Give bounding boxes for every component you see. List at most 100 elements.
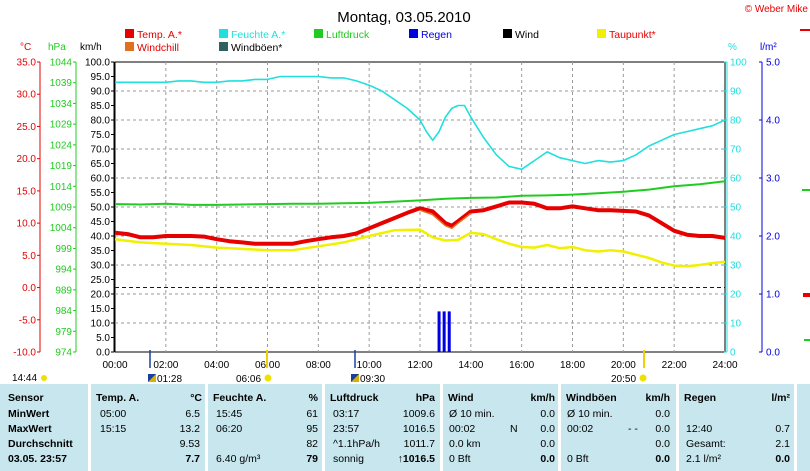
humidity-axis-tick: 30 (730, 261, 742, 272)
col-header-temp-unit: °C (190, 392, 202, 404)
rain-bar (437, 311, 441, 352)
sunrise-time: 06:06 (236, 374, 261, 384)
row-label: 03.05. 23:57 (8, 453, 67, 465)
axis-unit-wind: km/h (80, 42, 102, 53)
cell-gust-time: 00:02 (567, 423, 594, 435)
temp-axis-tick: 20.0 (17, 154, 37, 165)
weather-chart: Montag, 03.05.2010 © Weber Mike Temp. A.… (12, 4, 810, 384)
cell-wind-time: 0 Bft (449, 453, 471, 465)
col-separator (322, 384, 325, 471)
col-separator (205, 384, 208, 471)
rain-bar (442, 311, 446, 352)
legend-label: Regen (421, 29, 452, 41)
copyright-label: © Weber Mike (745, 4, 809, 15)
time-tick: 10:00 (357, 360, 382, 371)
cell-press-time: ^1.1hPa/h (333, 438, 380, 450)
temp-axis-tick: 30.0 (17, 90, 37, 101)
wind-axis-tick: 45.0 (91, 217, 111, 228)
col-separator (558, 384, 561, 471)
pressure-axis-tick: 1014 (50, 182, 73, 193)
temp-axis-tick: 15.0 (17, 186, 37, 197)
cell-wind-time: 00:02 (449, 423, 476, 435)
wind-axis-tick: 15.0 (91, 304, 111, 315)
cell-gust-time: Ø 10 min. (567, 408, 613, 420)
col-separator (676, 384, 679, 471)
sun-icon (41, 375, 47, 381)
humidity-axis-tick: 10 (730, 319, 742, 330)
cell-rain-value: 2.1 (775, 438, 790, 450)
cell-rain-time: 12:40 (686, 423, 713, 435)
wind-axis-tick: 70.0 (91, 145, 111, 156)
wind-axis-tick: 90.0 (91, 87, 111, 98)
time-tick: 24:00 (712, 360, 737, 371)
time-tick: 22:00 (662, 360, 687, 371)
plot-axes: 35.0 30.0 25.0 20.0 15.0 10.0 5.0 0.0 -5.0 -10.0 1… (13, 58, 780, 372)
time-tick: 08:00 (306, 360, 331, 371)
rain-axis-tick: 1.0 (766, 290, 780, 301)
rain-axis-tick: 3.0 (766, 174, 780, 185)
legend-label: Feuchte A.* (231, 29, 285, 41)
row-label: MaxWert (8, 423, 52, 435)
row-label: MinWert (8, 408, 50, 420)
pressure-axis-tick: 979 (55, 327, 72, 338)
rain-axis-tick: 5.0 (766, 58, 780, 69)
legend-label: Windchill (137, 42, 179, 54)
col-header-gust: Windböen (566, 392, 617, 404)
cell-temp-time: 15:15 (100, 423, 127, 435)
wind-axis-tick: 35.0 (91, 246, 111, 257)
row-label: Durchschnitt (8, 438, 73, 450)
cell-temp-value: 6.5 (185, 408, 200, 420)
cell-hum-value: 82 (306, 438, 318, 450)
cell-rain-time: Gesamt: (686, 438, 726, 450)
pressure-axis-tick: 1029 (50, 120, 73, 131)
rain-axis-tick: 0.0 (766, 348, 780, 359)
moonrise-time: 09:30 (360, 374, 385, 384)
cell-press-time: 03:17 (333, 408, 360, 420)
time-tick: 02:00 (153, 360, 178, 371)
legend-swatch (314, 29, 323, 38)
rain-axis-tick: 2.0 (766, 232, 780, 243)
legend-label: Luftdruck (326, 29, 370, 41)
cell-wind-direction: N (510, 423, 518, 435)
cell-gust-value: 0.0 (655, 438, 670, 450)
series-taupunkt-line (114, 228, 726, 268)
time-tick: 18:00 (560, 360, 585, 371)
series-feuchte-a-line (115, 75, 726, 171)
cell-wind-value: 0.0 (540, 423, 555, 435)
rain-axis-tick: 4.0 (766, 116, 780, 127)
cell-wind-value: 0.0 (540, 438, 555, 450)
chart-legend: Temp. A.* Feuchte A.* Luftdruck Regen Wind Ta… (125, 29, 656, 54)
col-header-wind-unit: km/h (530, 392, 555, 404)
rain-bar (447, 311, 451, 352)
humidity-axis-tick: 60 (730, 174, 742, 185)
pressure-axis-tick: 1009 (50, 203, 73, 214)
humidity-axis-tick: 80 (730, 116, 742, 127)
col-header-wind: Wind (448, 392, 474, 404)
time-tick: 12:00 (407, 360, 432, 371)
legend-swatch (125, 29, 134, 38)
humidity-axis-tick: 40 (730, 232, 742, 243)
pressure-axis-tick: 974 (55, 348, 72, 359)
col-header-press-unit: hPa (415, 392, 435, 404)
legend-label: Taupunkt* (609, 29, 656, 41)
pressure-axis-tick: 994 (55, 265, 72, 276)
cell-rain-time: 2.1 l/m² (686, 453, 722, 465)
col-header-rain: Regen (684, 392, 717, 404)
cell-temp-value: 9.53 (179, 438, 200, 450)
col-separator (440, 384, 443, 471)
sun-icon (639, 374, 647, 382)
col-header-temp: Temp. A. (96, 392, 140, 404)
temp-axis-tick: -10.0 (13, 348, 36, 359)
pressure-axis-tick: 1004 (50, 223, 73, 234)
wind-axis-tick: 75.0 (91, 130, 111, 141)
col-header-gust-unit: km/h (645, 392, 670, 404)
col-header-sensor: Sensor (8, 392, 44, 404)
wind-axis-tick: 80.0 (91, 116, 111, 127)
cell-hum-value: 61 (306, 408, 318, 420)
cell-wind-value: 0.0 (540, 453, 555, 465)
pressure-axis-tick: 1024 (50, 140, 73, 151)
cell-rain-value: 0.7 (775, 423, 790, 435)
wind-axis-tick: 5.0 (96, 333, 110, 344)
temp-axis-tick: 5.0 (22, 251, 36, 262)
series-luftdruckline (114, 180, 726, 206)
